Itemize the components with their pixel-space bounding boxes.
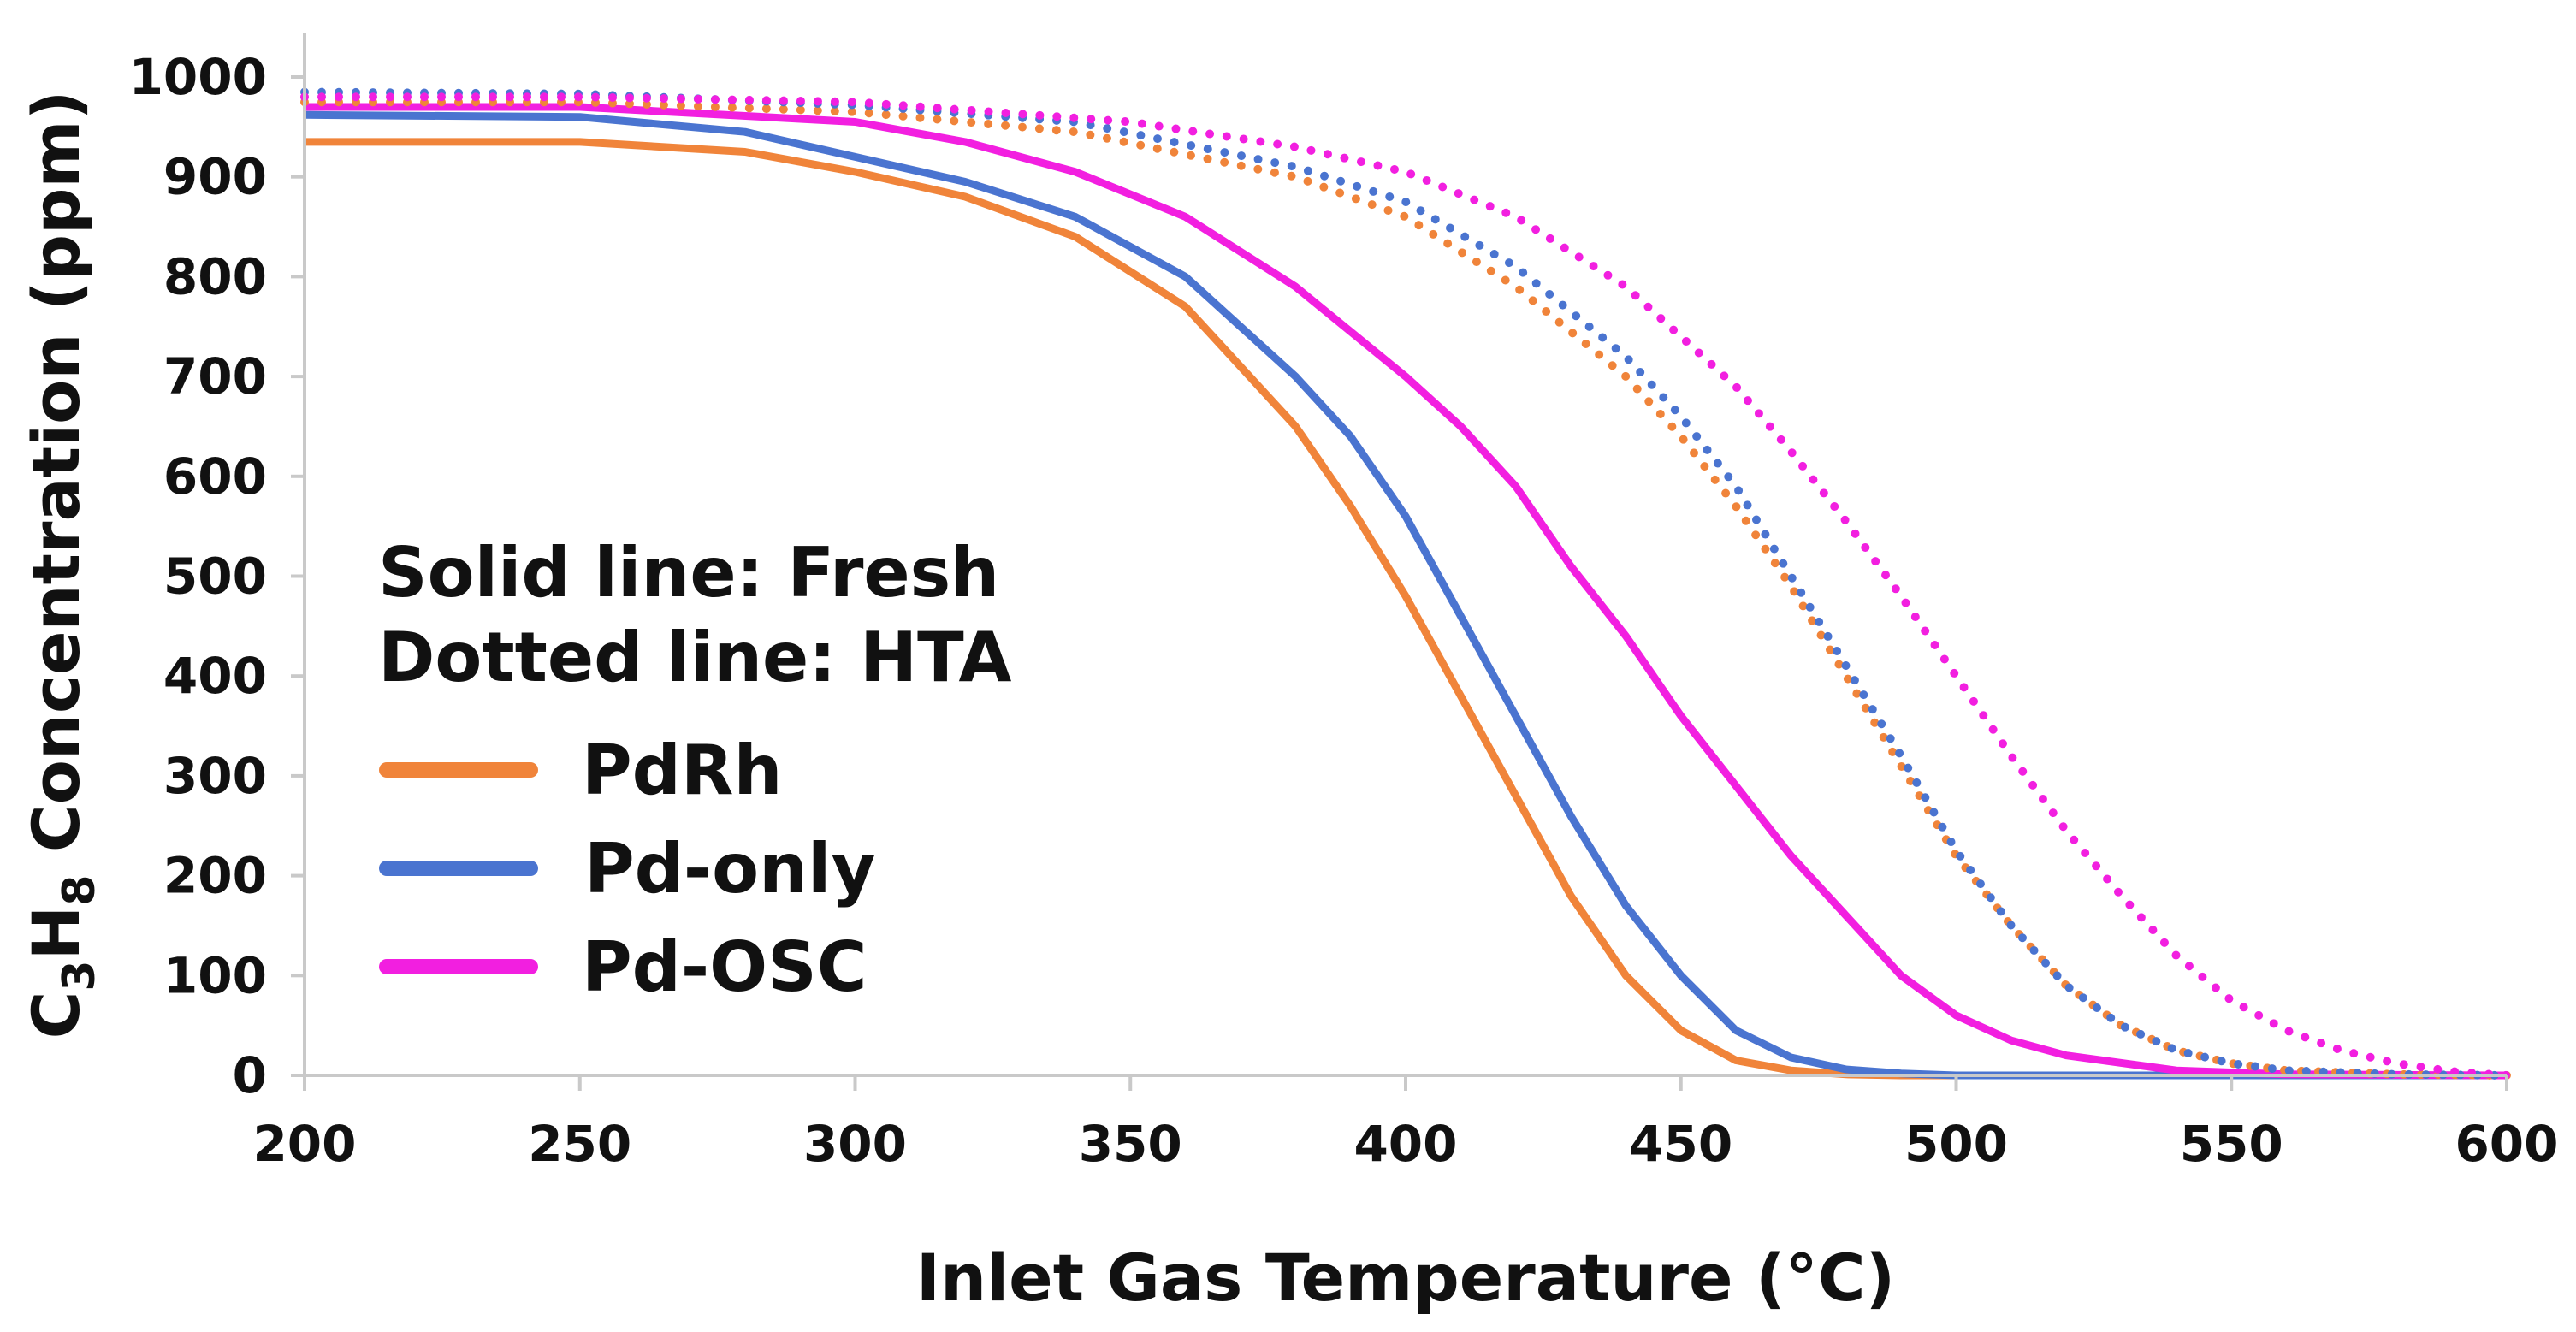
- y-tick-label: 200: [163, 847, 267, 905]
- legend-note-dotted: Dotted line: HTA: [378, 618, 1011, 697]
- y-axis-title: C3H8 Concentration (ppm): [18, 91, 105, 1039]
- legend-label-pd-osc: Pd-OSC: [582, 927, 867, 1007]
- series-line-pd-osc-hta: [300, 92, 2511, 1080]
- y-tick-label: 1000: [129, 48, 267, 106]
- x-tick-label: 200: [252, 1115, 356, 1173]
- axes: 200 250 300 350 400 450 500 550 600 0 100 200 300 400…: [129, 33, 2559, 1173]
- legend-label-pdrh: PdRh: [582, 731, 782, 810]
- x-axis-title: Inlet Gas Temperature (°C): [916, 1240, 1896, 1316]
- y-tick-label: 700: [163, 347, 267, 406]
- y-tick-label: 800: [163, 247, 267, 305]
- y-tick-label: 400: [163, 647, 267, 705]
- x-tick-label: 500: [1904, 1115, 2008, 1173]
- x-tick-label: 350: [1079, 1115, 1182, 1173]
- y-axis-title-mid: H: [18, 906, 94, 961]
- y-axis-title-sub-8: 8: [54, 875, 105, 906]
- series-line-pd-only-hta: [300, 87, 2511, 1080]
- x-tick-label: 300: [803, 1115, 907, 1173]
- x-tick-label: 250: [528, 1115, 631, 1173]
- y-axis-title-suffix: Concentration (ppm): [18, 91, 94, 875]
- y-tick-label: 0: [233, 1046, 267, 1104]
- series-line-pdrh-fresh: [305, 138, 2507, 1080]
- x-tick-label: 400: [1353, 1115, 1457, 1173]
- series-line-pd-osc-fresh: [305, 103, 2508, 1080]
- legend-label-pd-only: Pd-only: [584, 829, 876, 909]
- y-axis-title-sub-3: 3: [54, 960, 105, 991]
- y-axis-title-prefix: C: [18, 992, 94, 1039]
- y-tick-label: 500: [163, 548, 267, 606]
- legend: Solid line: Fresh Dotted line: HTA PdRh …: [378, 533, 1011, 1007]
- x-tick-label: 600: [2455, 1115, 2558, 1173]
- legend-note-solid: Solid line: Fresh: [378, 533, 999, 613]
- series-line-pd-only-fresh: [304, 110, 2507, 1080]
- y-tick-label: 100: [163, 946, 267, 1004]
- x-tick-label: 450: [1629, 1115, 1732, 1173]
- y-tick-label: 600: [163, 447, 267, 506]
- y-tick-label: 300: [163, 747, 267, 805]
- x-tick-label: 550: [2180, 1115, 2283, 1173]
- series-layer: [300, 87, 2511, 1080]
- y-tick-label: 900: [163, 148, 267, 206]
